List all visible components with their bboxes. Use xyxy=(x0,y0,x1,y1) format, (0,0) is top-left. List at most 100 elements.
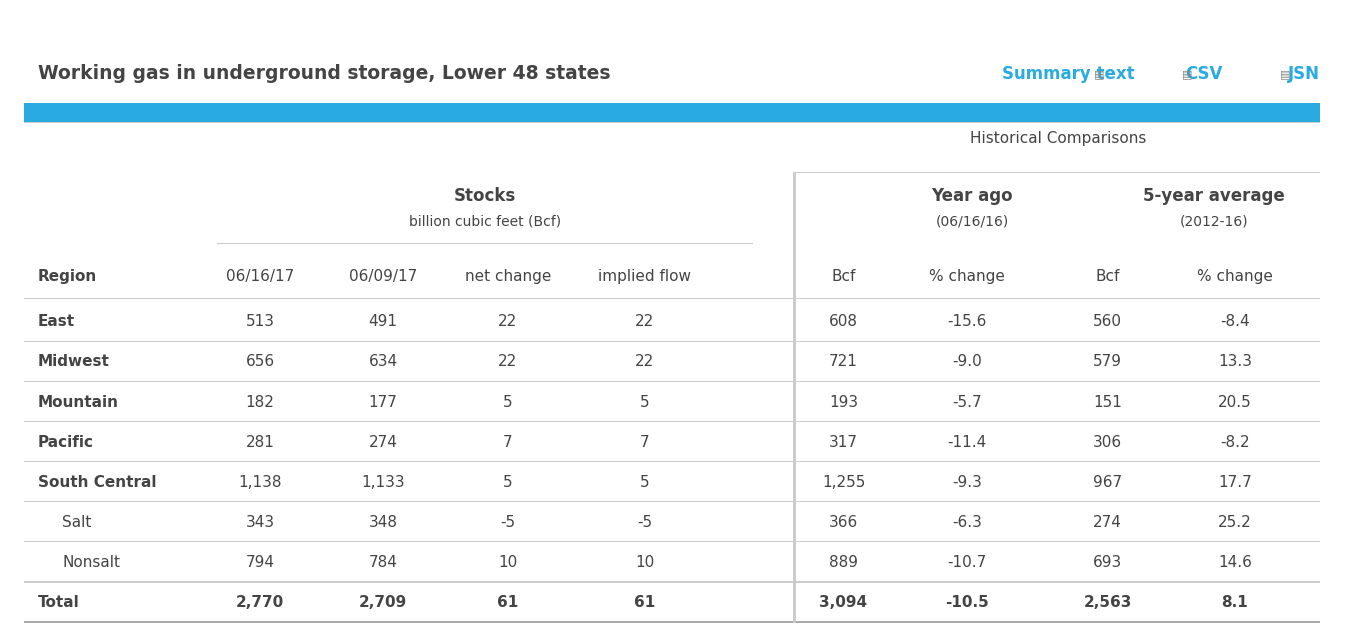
Text: 306: 306 xyxy=(1093,435,1122,449)
Text: 634: 634 xyxy=(368,354,398,369)
Text: 721: 721 xyxy=(829,354,858,369)
Text: Region: Region xyxy=(38,268,97,284)
Text: 182: 182 xyxy=(245,395,275,410)
Bar xyxy=(24,122,1320,123)
Bar xyxy=(24,582,1320,583)
Text: Summary text: Summary text xyxy=(1002,65,1135,83)
Text: 13.3: 13.3 xyxy=(1217,354,1252,369)
Text: 61: 61 xyxy=(497,595,519,610)
Text: 1,255: 1,255 xyxy=(822,475,865,490)
Text: 343: 343 xyxy=(245,515,275,530)
Text: 5-year average: 5-year average xyxy=(1143,187,1285,205)
Text: (2012-16): (2012-16) xyxy=(1179,214,1248,229)
Text: 2,563: 2,563 xyxy=(1083,595,1132,610)
Text: 17.7: 17.7 xyxy=(1219,475,1251,490)
Text: 579: 579 xyxy=(1093,354,1122,369)
Text: Bcf: Bcf xyxy=(831,268,856,284)
Text: -11.4: -11.4 xyxy=(948,435,986,449)
Text: 5: 5 xyxy=(502,475,513,490)
Text: 22: 22 xyxy=(635,315,654,329)
Text: % change: % change xyxy=(1197,268,1273,284)
Text: 177: 177 xyxy=(368,395,398,410)
Text: 656: 656 xyxy=(245,354,275,369)
Text: ▤: ▤ xyxy=(1094,69,1105,79)
Bar xyxy=(24,421,1320,422)
Bar xyxy=(217,243,753,244)
Text: 5: 5 xyxy=(502,395,513,410)
Text: 22: 22 xyxy=(498,315,517,329)
Text: 61: 61 xyxy=(634,595,655,610)
Text: 2,709: 2,709 xyxy=(359,595,408,610)
Bar xyxy=(24,621,1320,623)
Text: 608: 608 xyxy=(829,315,858,329)
Text: 693: 693 xyxy=(1093,555,1122,570)
Text: 22: 22 xyxy=(635,354,654,369)
Text: Year ago: Year ago xyxy=(932,187,1013,205)
Text: Bcf: Bcf xyxy=(1095,268,1120,284)
Text: 10: 10 xyxy=(635,555,654,570)
Text: 06/16/17: 06/16/17 xyxy=(226,268,294,284)
Text: -8.2: -8.2 xyxy=(1220,435,1250,449)
Text: 967: 967 xyxy=(1093,475,1122,490)
Text: ▤: ▤ xyxy=(1280,69,1290,79)
Text: 3,094: 3,094 xyxy=(819,595,868,610)
Text: Salt: Salt xyxy=(62,515,92,530)
Text: -10.5: -10.5 xyxy=(945,595,988,610)
Text: CSV: CSV xyxy=(1185,65,1223,83)
Text: South Central: South Central xyxy=(38,475,157,490)
Text: 151: 151 xyxy=(1093,395,1122,410)
Text: 25.2: 25.2 xyxy=(1219,515,1251,530)
Text: -5: -5 xyxy=(500,515,516,530)
Text: 560: 560 xyxy=(1093,315,1122,329)
Text: -15.6: -15.6 xyxy=(946,315,987,329)
Text: 889: 889 xyxy=(829,555,858,570)
Text: 1,133: 1,133 xyxy=(362,475,405,490)
Text: % change: % change xyxy=(929,268,1005,284)
Bar xyxy=(796,172,1320,173)
Text: 274: 274 xyxy=(1093,515,1122,530)
Text: 366: 366 xyxy=(829,515,858,530)
Text: 784: 784 xyxy=(368,555,398,570)
Text: 14.6: 14.6 xyxy=(1217,555,1252,570)
Text: 22: 22 xyxy=(498,354,517,369)
Text: 274: 274 xyxy=(368,435,398,449)
Bar xyxy=(24,298,1320,299)
Bar xyxy=(24,541,1320,542)
Bar xyxy=(24,501,1320,502)
Bar xyxy=(24,381,1320,382)
Text: 20.5: 20.5 xyxy=(1219,395,1251,410)
Text: 491: 491 xyxy=(368,315,398,329)
Text: 193: 193 xyxy=(829,395,858,410)
Text: 8.1: 8.1 xyxy=(1221,595,1248,610)
Text: -6.3: -6.3 xyxy=(952,515,982,530)
Text: implied flow: implied flow xyxy=(598,268,691,284)
Bar xyxy=(24,103,1320,122)
Text: Midwest: Midwest xyxy=(38,354,110,369)
Text: 5: 5 xyxy=(639,475,650,490)
Text: ▤: ▤ xyxy=(1182,69,1193,79)
Text: 7: 7 xyxy=(502,435,513,449)
Text: billion cubic feet (Bcf): billion cubic feet (Bcf) xyxy=(409,214,561,229)
Text: 5: 5 xyxy=(639,395,650,410)
Text: -9.3: -9.3 xyxy=(952,475,982,490)
Text: 794: 794 xyxy=(245,555,275,570)
Text: Pacific: Pacific xyxy=(38,435,93,449)
Bar xyxy=(24,341,1320,342)
Text: 10: 10 xyxy=(498,555,517,570)
Text: 7: 7 xyxy=(639,435,650,449)
Text: 348: 348 xyxy=(368,515,398,530)
Bar xyxy=(793,172,796,623)
Text: 2,770: 2,770 xyxy=(236,595,284,610)
Text: Total: Total xyxy=(38,595,80,610)
Text: Nonsalt: Nonsalt xyxy=(62,555,121,570)
Text: Working gas in underground storage, Lower 48 states: Working gas in underground storage, Lowe… xyxy=(38,64,611,83)
Text: East: East xyxy=(38,315,74,329)
Text: 1,138: 1,138 xyxy=(238,475,282,490)
Text: 281: 281 xyxy=(245,435,275,449)
Text: -8.4: -8.4 xyxy=(1220,315,1250,329)
Text: -5.7: -5.7 xyxy=(952,395,982,410)
Text: (06/16/16): (06/16/16) xyxy=(936,214,1009,229)
Bar xyxy=(24,461,1320,462)
Text: 513: 513 xyxy=(245,315,275,329)
Text: 06/09/17: 06/09/17 xyxy=(349,268,417,284)
